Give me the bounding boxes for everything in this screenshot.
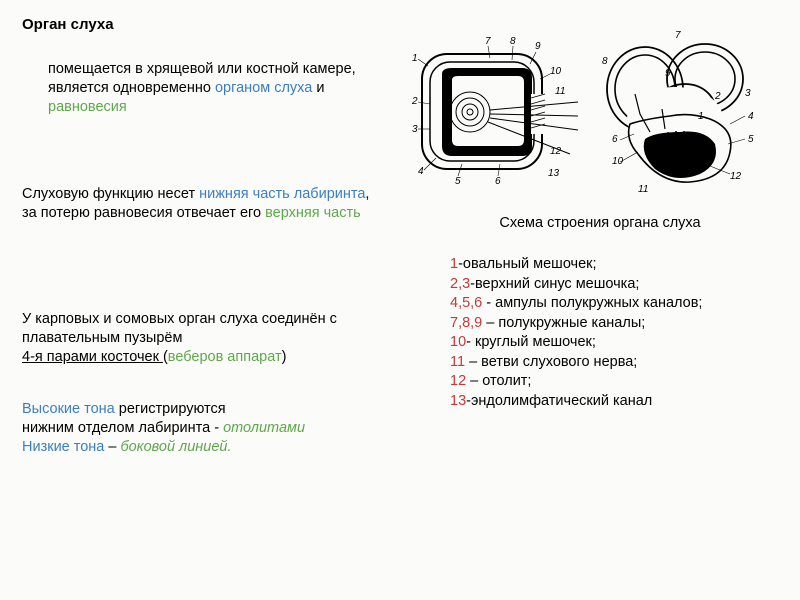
text: – xyxy=(104,439,120,455)
text: ) xyxy=(282,349,287,365)
text-highlight: нижняя часть лабиринта xyxy=(199,186,365,202)
svg-text:2: 2 xyxy=(411,96,418,107)
legend-item: 11 – ветви слухового нерва; xyxy=(420,353,785,373)
legend-item: 2,3-верхний синус мешочка; xyxy=(420,275,785,295)
svg-text:6: 6 xyxy=(612,134,618,145)
svg-text:4: 4 xyxy=(748,111,754,122)
legend-num: 4,5,6 xyxy=(450,295,482,311)
legend-item: 4,5,6 - ампулы полукружных каналов; xyxy=(420,294,785,314)
text-highlight: боковой линией. xyxy=(121,439,232,455)
legend-num: 1 xyxy=(450,256,458,272)
legend-text: - круглый мешочек; xyxy=(466,334,596,350)
legend-text: -овальный мешочек; xyxy=(458,256,596,272)
svg-text:5: 5 xyxy=(748,134,754,145)
svg-text:5: 5 xyxy=(455,176,461,187)
text: за потерю равновесия отвечает его xyxy=(22,205,265,221)
svg-text:3: 3 xyxy=(745,88,751,99)
text: регистрируются xyxy=(115,401,226,417)
legend-item: 7,8,9 – полукружные каналы; xyxy=(420,314,785,334)
svg-text:9: 9 xyxy=(535,41,541,52)
svg-text:6: 6 xyxy=(495,176,501,187)
svg-text:1: 1 xyxy=(412,53,418,64)
legend-num: 13 xyxy=(450,393,466,409)
svg-text:2: 2 xyxy=(714,91,721,102)
paragraph-4: Высокие тона регистрируются нижним отдел… xyxy=(22,400,392,457)
legend-text: -эндолимфатический канал xyxy=(466,393,652,409)
legend-num: 11 xyxy=(450,354,465,370)
text: , xyxy=(365,186,369,202)
text-highlight: Высокие тона xyxy=(22,401,115,417)
paragraph-2: Слуховую функцию несет нижняя часть лаби… xyxy=(22,185,382,223)
svg-text:9: 9 xyxy=(665,68,671,79)
svg-text:12: 12 xyxy=(550,146,562,157)
svg-text:10: 10 xyxy=(550,66,562,77)
legend-item: 1-овальный мешочек; xyxy=(420,255,785,275)
text-highlight: веберов аппарат xyxy=(168,349,282,365)
svg-text:1: 1 xyxy=(698,111,704,122)
legend: 1-овальный мешочек; 2,3-верхний синус ме… xyxy=(420,255,785,412)
figure-labyrinth: 7 8 9 2 3 4 5 1 6 10 11 12 xyxy=(590,24,770,204)
text: У карповых и сомовых орган слуха соединё… xyxy=(22,311,337,346)
svg-text:7: 7 xyxy=(485,36,491,47)
figure-caption: Схема строения органа слуха xyxy=(440,215,760,231)
svg-text:11: 11 xyxy=(638,184,648,195)
paragraph-3: У карповых и сомовых орган слуха соединё… xyxy=(22,310,382,367)
legend-text: – полукружные каналы; xyxy=(482,315,645,331)
svg-text:4: 4 xyxy=(418,166,424,177)
svg-text:10: 10 xyxy=(612,156,624,167)
figure-cross-section: 1 2 3 4 5 6 7 8 9 10 11 12 13 xyxy=(400,24,580,204)
text: нижним отделом лабиринта - xyxy=(22,420,223,436)
legend-item: 10- круглый мешочек; xyxy=(420,333,785,353)
legend-item: 12 – отолит; xyxy=(420,372,785,392)
svg-text:11: 11 xyxy=(555,86,565,97)
legend-num: 7,8,9 xyxy=(450,315,482,331)
text-highlight: равновесия xyxy=(48,99,127,115)
text-highlight: отолитами xyxy=(223,420,305,436)
svg-text:8: 8 xyxy=(510,36,516,47)
svg-text:8: 8 xyxy=(602,56,608,67)
legend-num: 12 xyxy=(450,373,466,389)
text-highlight: верхняя часть xyxy=(265,205,361,221)
svg-text:3: 3 xyxy=(412,124,418,135)
paragraph-1: помещается в хрящевой или костной камере… xyxy=(48,60,358,117)
svg-text:7: 7 xyxy=(675,30,681,41)
legend-text: – ветви слухового нерва; xyxy=(465,354,637,370)
legend-text: – отолит; xyxy=(466,373,531,389)
text: и xyxy=(316,80,324,96)
legend-item: 13-эндолимфатический канал xyxy=(420,392,785,412)
text: Слуховую функцию несет xyxy=(22,186,199,202)
text-underline: 4-я парами косточек xyxy=(22,349,163,365)
text-highlight: Низкие тона xyxy=(22,439,104,455)
legend-num: 2,3 xyxy=(450,276,470,292)
legend-text: - ампулы полукружных каналов; xyxy=(482,295,702,311)
text-highlight: органом слуха xyxy=(215,80,316,96)
svg-text:12: 12 xyxy=(730,171,742,182)
legend-num: 10 xyxy=(450,334,466,350)
page-title: Орган слуха xyxy=(22,16,114,33)
legend-text: -верхний синус мешочка; xyxy=(470,276,639,292)
svg-text:13: 13 xyxy=(548,168,560,179)
